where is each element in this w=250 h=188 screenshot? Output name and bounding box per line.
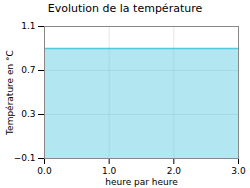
svg-text:Température en °C: Température en °C — [5, 50, 15, 136]
svg-text:1.0: 1.0 — [102, 166, 117, 176]
svg-text:2.0: 2.0 — [167, 166, 182, 176]
svg-text:0.7: 0.7 — [21, 65, 35, 75]
svg-text:0.0: 0.0 — [37, 166, 52, 176]
svg-text:3.0: 3.0 — [231, 166, 246, 176]
html-text:Evolution de la température: Evolution de la température — [47, 2, 203, 15]
svg-text:0.3: 0.3 — [21, 109, 35, 119]
svg-text:1.1: 1.1 — [21, 21, 35, 31]
svg-text:heure par heure: heure par heure — [105, 177, 178, 187]
svg-text:−0.1: −0.1 — [14, 153, 36, 163]
